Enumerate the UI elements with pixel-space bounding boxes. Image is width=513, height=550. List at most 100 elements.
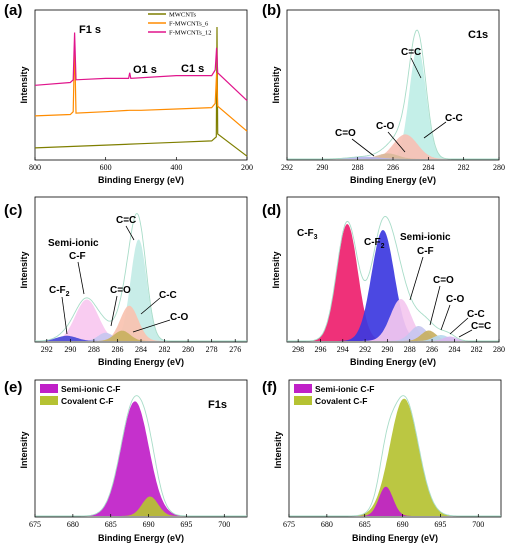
legend-swatch-f-semi-ionic xyxy=(294,384,312,393)
x-tick-label: 680 xyxy=(67,520,79,529)
panel-label-a: (a) xyxy=(4,2,22,19)
annotation-c-cf2: C-F2 xyxy=(49,285,70,298)
peak-semi-ionic-c-f xyxy=(289,486,501,516)
x-tick-label: 695 xyxy=(180,520,192,529)
arrow-b-c-c xyxy=(423,121,447,139)
arrow-d-c-c xyxy=(449,317,469,335)
annotation-c-semi-ionic: Semi-ionic xyxy=(48,238,99,249)
annotation-d-cf3: C-F3 xyxy=(297,228,318,241)
annotation-b-c-double-c: C=C xyxy=(401,47,421,58)
annotation-f1s: F1 s xyxy=(79,24,101,36)
legend-entry-f-semi-ionic: Semi-ionic C-F xyxy=(315,384,375,394)
x-tick-label: 288 xyxy=(404,345,416,354)
panel-label-e: (e) xyxy=(4,379,22,396)
panel-a-survey-spectrum: (a) 800 600 400 200 Binding Energy (eV) Int… xyxy=(4,2,253,185)
legend-swatch-e-semi-ionic xyxy=(40,384,58,393)
x-tick-label: 200 xyxy=(241,163,253,172)
envelope-curve xyxy=(35,395,247,517)
annotation-d-c-double-c: C=C xyxy=(471,321,491,332)
annotation-c-c-double-o: C=O xyxy=(110,285,131,296)
panel-b-x-ticks: 292 290 288 286 284 282 280 xyxy=(281,157,505,172)
annotation-d-cf2: C-F2 xyxy=(364,237,385,250)
panel-f-plot-frame xyxy=(288,379,502,518)
panel-f-f1s-spectrum: (f) 675 680 685 690 695 700 Binding Energy (e… xyxy=(262,379,502,543)
x-tick-label: 296 xyxy=(314,345,326,354)
arrow-c-c-o xyxy=(132,319,171,333)
annotation-d-semi-ionic: Semi-ionic xyxy=(400,232,451,243)
peak-semi-ionic-c-f xyxy=(35,401,247,516)
panel-c-x-ticks: 292 290 288 286 284 282 280 278 276 xyxy=(41,339,241,354)
series-line-f-mwcnts-6 xyxy=(34,44,248,132)
x-tick-label: 292 xyxy=(359,345,371,354)
x-tick-label: 800 xyxy=(29,163,41,172)
x-tick-label: 292 xyxy=(281,163,293,172)
x-tick-label: 675 xyxy=(29,520,41,529)
peak-covalent-c-f xyxy=(35,496,247,516)
x-tick-label: 280 xyxy=(493,163,505,172)
x-tick-label: 685 xyxy=(105,520,117,529)
annotation-b-c-o: C-O xyxy=(376,121,395,132)
annotation-b-c-c: C-C xyxy=(445,113,463,124)
annotation-c1s: C1 s xyxy=(181,63,204,75)
x-tick-label: 600 xyxy=(100,163,112,172)
panel-c-peaks xyxy=(35,212,247,342)
panel-b-peaks xyxy=(287,29,499,160)
arrow-d-c-double-o xyxy=(429,285,441,326)
legend-swatch-e-covalent xyxy=(40,396,58,405)
x-tick-label: 280 xyxy=(493,345,505,354)
annotation-d-c-o: C-O xyxy=(446,294,465,305)
panel-e-title: F1s xyxy=(208,399,227,411)
x-tick-label: 700 xyxy=(218,520,230,529)
annotation-d-c-c: C-C xyxy=(467,309,485,320)
peak-semi-ionic-c-f xyxy=(35,299,247,341)
arrow-c-c-double-o xyxy=(110,295,118,327)
arrow-c-c-double-c xyxy=(125,225,135,241)
x-tick-label: 286 xyxy=(111,345,123,354)
peak-c-c xyxy=(287,47,499,159)
x-tick-label: 286 xyxy=(426,345,438,354)
arrow-b-c-o xyxy=(387,131,406,153)
panel-e-f1s-spectrum: (e) 675 680 685 690 695 700 Binding Energy (e… xyxy=(4,379,248,543)
panel-f-peaks xyxy=(289,395,501,517)
panel-c-x-axis-label: Binding Energy (eV) xyxy=(98,357,184,367)
peak-c-c xyxy=(287,336,499,341)
x-tick-label: 700 xyxy=(472,520,484,529)
panel-b-title: C1s xyxy=(468,29,488,41)
peak-c-f2 xyxy=(287,230,499,341)
x-tick-label: 288 xyxy=(352,163,364,172)
x-tick-label: 282 xyxy=(471,345,483,354)
arrow-b-c-double-o xyxy=(351,138,375,157)
panel-c-c1s-spectrum: (c) 292 290 288 286 284 282 280 278 276 Binding … xyxy=(4,196,248,367)
arrow-b-c-double-c xyxy=(410,57,422,79)
panel-d-peaks xyxy=(287,216,499,342)
arrow-d-c-o xyxy=(440,304,451,331)
x-tick-label: 282 xyxy=(159,345,171,354)
panel-d-x-axis-label: Binding Energy (eV) xyxy=(350,357,436,367)
arrow-c-cf2 xyxy=(61,296,68,335)
legend-entry-f-mwcnts-6: F-MWCNTs_6 xyxy=(169,21,209,28)
annotation-d-semi-ionic-cf: C-F xyxy=(417,246,434,257)
arrow-d-semi-ionic xyxy=(409,256,424,301)
legend-entry-e-semi-ionic: Semi-ionic C-F xyxy=(61,384,121,394)
panel-a-legend: MWCNTs F-MWCNTs_6 F-MWCNTs_12 xyxy=(148,12,212,37)
panel-label-b: (b) xyxy=(262,2,281,19)
panel-a-x-ticks: 800 600 400 200 xyxy=(29,157,253,172)
panel-a-y-axis-label: Intensity xyxy=(19,66,29,103)
legend-entry-f-mwcnts-12: F-MWCNTs_12 xyxy=(169,30,212,37)
x-tick-label: 680 xyxy=(321,520,333,529)
x-tick-label: 278 xyxy=(206,345,218,354)
x-tick-label: 690 xyxy=(397,520,409,529)
panel-d-c1s-spectrum: (d) 298 296 294 292 290 288 286 284 282 280 Bindi… xyxy=(262,196,505,367)
panel-label-d: (d) xyxy=(262,202,281,219)
arrow-d-c-double-c xyxy=(458,329,473,338)
x-tick-label: 290 xyxy=(316,163,328,172)
envelope-curve xyxy=(287,29,499,160)
panel-f-x-axis-label: Binding Energy (eV) xyxy=(352,533,438,543)
annotation-c-c-c: C-C xyxy=(159,290,177,301)
panel-f-y-axis-label: Intensity xyxy=(273,431,283,468)
x-tick-label: 280 xyxy=(182,345,194,354)
annotation-d-c-double-o: C=O xyxy=(433,275,454,286)
legend-swatch-f-covalent xyxy=(294,396,312,405)
x-tick-label: 284 xyxy=(448,345,460,354)
peak-semi-ionic-c-f xyxy=(287,299,499,341)
